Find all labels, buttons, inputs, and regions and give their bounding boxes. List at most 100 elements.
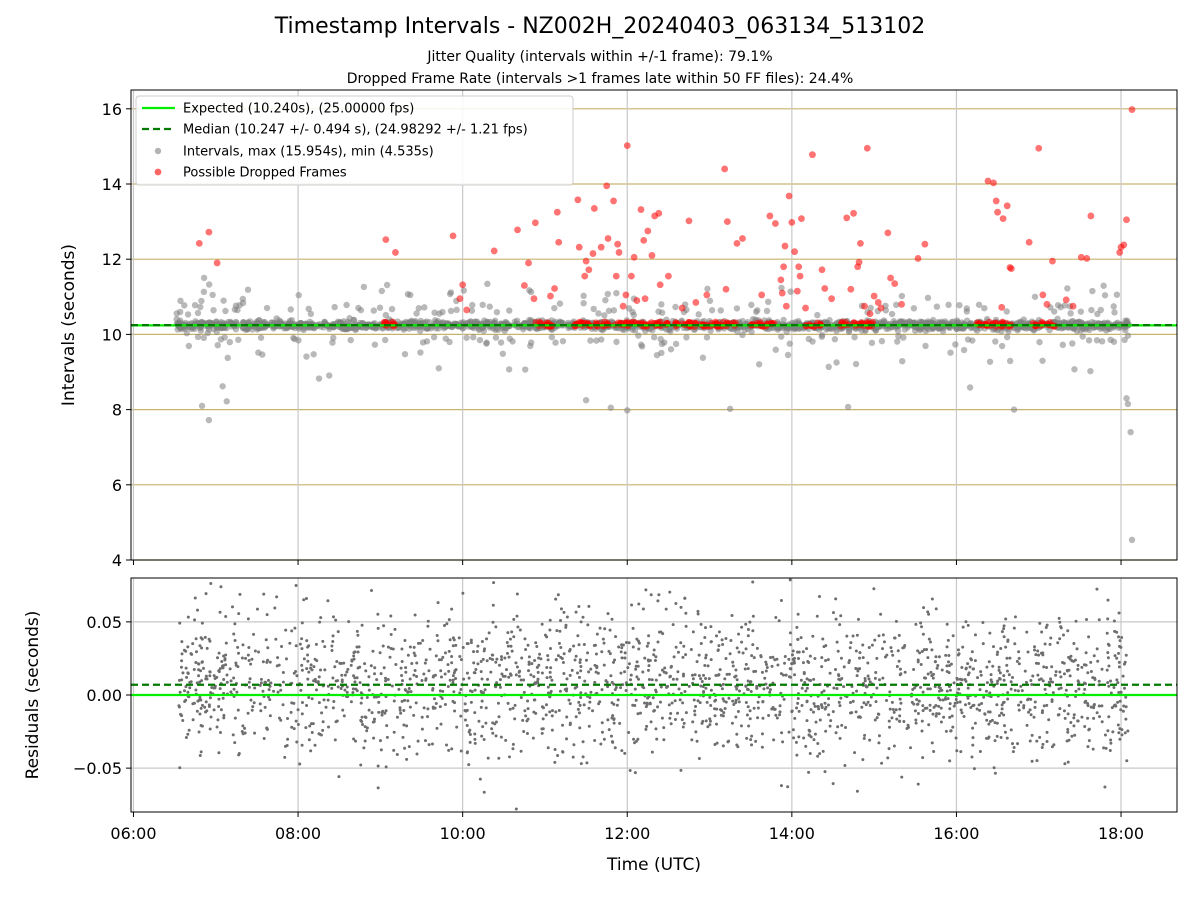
- residual-point: [754, 669, 758, 673]
- interval-point: [499, 350, 507, 357]
- residual-point: [1035, 739, 1039, 743]
- residual-point: [349, 663, 353, 667]
- residual-point: [1089, 705, 1093, 709]
- interval-point: [1088, 306, 1095, 314]
- residual-point: [647, 659, 651, 663]
- residual-point: [221, 696, 225, 700]
- residual-point: [922, 606, 926, 610]
- residual-point: [330, 649, 334, 653]
- residual-point: [574, 610, 578, 614]
- residual-point: [352, 674, 356, 678]
- residual-point: [983, 712, 987, 716]
- residual-point: [588, 700, 592, 704]
- residual-point: [703, 663, 707, 667]
- residual-point: [1080, 715, 1084, 719]
- intervals-axes-frame: [130, 89, 1178, 561]
- residual-point: [218, 731, 222, 735]
- residual-point: [310, 697, 314, 701]
- residual-point: [1074, 619, 1078, 623]
- interval-point: [783, 328, 790, 336]
- residual-point: [628, 769, 632, 773]
- residual-point: [343, 688, 347, 692]
- residual-point: [796, 701, 800, 705]
- residual-point: [874, 670, 878, 674]
- residual-point: [574, 715, 578, 719]
- residual-point: [1013, 642, 1017, 646]
- residual-point: [864, 703, 868, 707]
- residual-point: [544, 703, 548, 707]
- dropped-frame-point: [1069, 302, 1077, 310]
- residual-point: [973, 721, 977, 725]
- residual-point: [1106, 598, 1110, 602]
- interval-point: [635, 332, 642, 339]
- residual-point: [930, 741, 934, 745]
- residual-point: [586, 651, 590, 655]
- residual-point: [1016, 742, 1020, 746]
- residual-point: [474, 667, 478, 671]
- residual-point: [264, 680, 268, 684]
- residual-point: [928, 703, 932, 707]
- residual-point: [824, 729, 828, 733]
- residual-point: [767, 714, 771, 718]
- residual-point: [729, 638, 733, 642]
- residual-point: [266, 678, 270, 682]
- residual-point: [921, 756, 925, 760]
- residual-point: [593, 739, 597, 743]
- residual-point: [510, 630, 514, 634]
- residual-point: [964, 666, 968, 670]
- residual-point: [284, 628, 288, 632]
- residual-point: [491, 731, 495, 735]
- residual-point: [637, 641, 641, 645]
- residual-point: [597, 702, 601, 706]
- residual-point: [415, 752, 419, 756]
- residual-point: [764, 669, 768, 673]
- residual-point: [922, 648, 926, 652]
- interval-point: [749, 316, 757, 323]
- residual-point: [854, 649, 858, 653]
- residual-point: [772, 738, 776, 742]
- residual-point: [400, 674, 404, 678]
- residual-point: [714, 634, 718, 638]
- residual-point: [378, 739, 382, 743]
- residual-point: [696, 699, 700, 703]
- residual-point: [936, 664, 940, 668]
- residual-point: [191, 718, 195, 722]
- residual-point: [946, 638, 950, 642]
- residual-point: [679, 768, 683, 772]
- residual-point: [204, 700, 208, 704]
- residual-point: [858, 651, 862, 655]
- residual-point: [1059, 675, 1063, 679]
- residual-point: [836, 725, 840, 729]
- residual-point: [1086, 716, 1090, 720]
- residual-point: [635, 637, 639, 641]
- residual-point: [215, 725, 219, 729]
- residual-point: [869, 695, 873, 699]
- residual-point: [581, 615, 585, 619]
- residual-point: [326, 698, 330, 702]
- residual-point: [324, 705, 328, 709]
- residual-point: [992, 766, 996, 770]
- residual-point: [835, 640, 839, 644]
- residual-point: [749, 689, 753, 693]
- residual-point: [1089, 670, 1093, 674]
- residual-point: [1007, 673, 1011, 677]
- residual-point: [438, 689, 442, 693]
- y-axis-label: Residuals (seconds): [23, 611, 43, 780]
- interval-point: [893, 301, 900, 309]
- residual-point: [601, 637, 605, 641]
- interval-point: [435, 365, 443, 372]
- interval-point: [613, 289, 620, 297]
- residual-point: [945, 622, 949, 626]
- residual-point: [415, 661, 419, 665]
- residual-point: [1005, 669, 1009, 673]
- residual-point: [495, 681, 499, 685]
- residual-point: [314, 642, 318, 646]
- interval-point: [924, 294, 932, 302]
- residual-point: [751, 629, 755, 633]
- residual-point: [300, 743, 304, 747]
- interval-point: [329, 339, 336, 346]
- residual-point: [272, 689, 276, 693]
- residual-point: [345, 685, 349, 689]
- interval-point: [772, 346, 779, 353]
- residual-point: [326, 599, 330, 603]
